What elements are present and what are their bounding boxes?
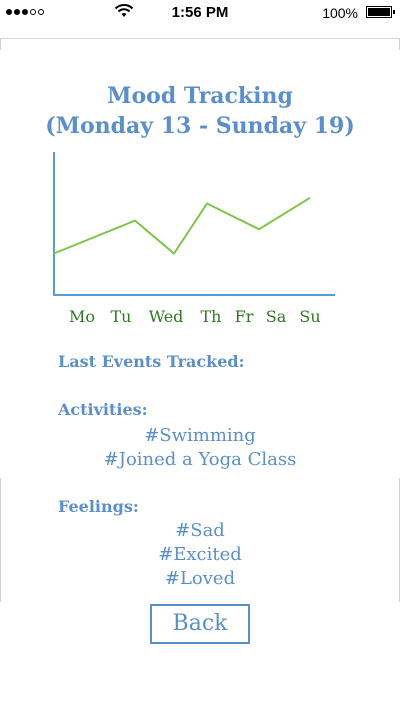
mood-line-chart: Mo Tu Wed Th Fr Sa Su	[53, 152, 335, 326]
x-tick-label-sa: Sa	[266, 307, 287, 326]
top-divider	[0, 38, 400, 39]
feeling-tag-sad[interactable]: #Sad	[175, 520, 225, 541]
page-subtitle-date-range: (Monday 13 - Sunday 19)	[45, 113, 355, 139]
x-tick-label-wed: Wed	[149, 307, 184, 326]
x-tick-label-th: Th	[201, 307, 222, 326]
activity-tag-yoga[interactable]: #Joined a Yoga Class	[103, 449, 297, 470]
feelings-label: Feelings:	[58, 497, 139, 516]
feeling-tag-excited[interactable]: #Excited	[158, 544, 242, 565]
events-heading: Last Events Tracked:	[58, 352, 245, 371]
wifi-icon	[114, 4, 134, 17]
x-tick-label-fr: Fr	[235, 307, 254, 326]
status-bar: 1:56 PM 100%	[0, 0, 400, 26]
page-title: Mood Tracking	[107, 83, 293, 109]
left-frame-edge	[0, 38, 1, 50]
x-tick-label-mo: Mo	[69, 307, 95, 326]
x-tick-label-tu: Tu	[111, 307, 132, 326]
battery-icon	[366, 6, 395, 18]
mood-series-line	[53, 196, 311, 255]
left-frame-edge-lower	[0, 478, 1, 602]
back-button[interactable]: Back	[150, 604, 250, 644]
x-tick-label-su: Su	[299, 307, 320, 326]
activities-label: Activities:	[58, 400, 148, 419]
battery-percent: 100%	[322, 5, 358, 21]
signal-dots-icon	[6, 9, 44, 15]
status-time: 1:56 PM	[171, 4, 229, 21]
feeling-tag-loved[interactable]: #Loved	[164, 568, 236, 589]
chart-x-tick-labels: Mo Tu Wed Th Fr Sa Su	[69, 307, 321, 326]
activity-tag-swimming[interactable]: #Swimming	[144, 425, 256, 446]
